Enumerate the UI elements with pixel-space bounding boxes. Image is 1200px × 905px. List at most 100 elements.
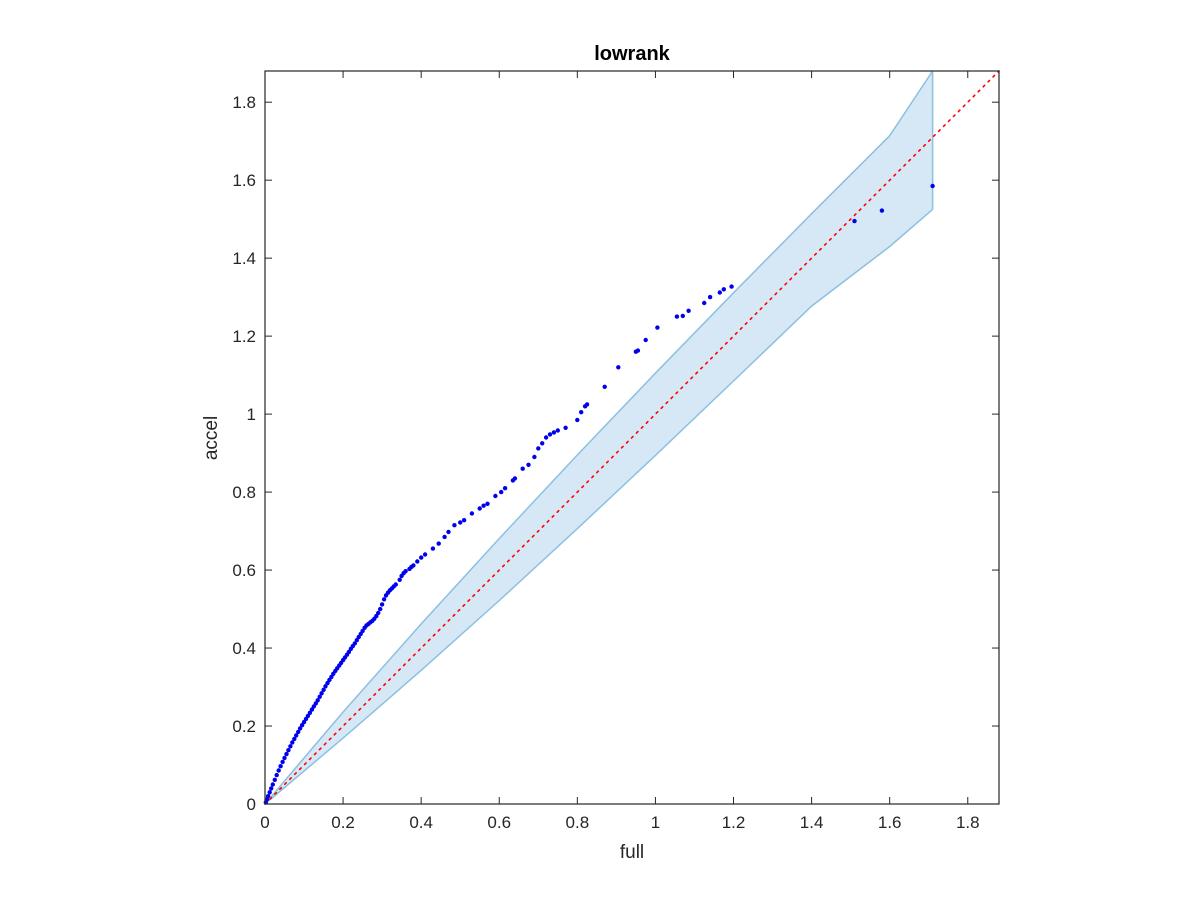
data-point [270,782,275,787]
chart-title: lowrank [594,43,670,65]
data-point [393,582,398,587]
data-point [442,534,447,540]
x-tick-label: 1.2 [722,813,746,832]
data-point [543,435,549,440]
data-point [540,441,545,446]
data-point [288,744,293,749]
data-point [547,432,553,437]
y-tick-label: 0 [247,795,256,814]
data-point [458,520,463,525]
confidence-band-fill [265,71,933,804]
x-tick-label: 1.8 [956,813,980,832]
data-point [551,430,557,435]
data-point [315,698,320,703]
data-point [485,501,490,506]
data-point [430,546,436,551]
data-point [284,751,289,757]
data-point [461,518,467,523]
data-point [272,777,277,782]
data-point [282,755,287,761]
data-point [269,786,274,791]
data-point [379,602,385,607]
data-point [520,466,525,471]
data-point [267,790,272,795]
data-point [397,577,402,582]
data-point [276,768,281,773]
data-point [278,764,283,769]
confidence-band-layer [264,70,934,805]
x-tick-label: 1.6 [878,813,902,832]
confidence-band-upper-edge [264,70,934,805]
axes-layer [264,70,1000,805]
data-point [493,493,498,499]
x-tick-label: 0.2 [331,813,355,832]
data-point [294,733,299,738]
data-point [579,410,584,415]
data-point [321,687,326,692]
data-point [376,610,381,616]
data-point [536,446,541,451]
data-point [352,641,357,646]
y-tick-label: 1.2 [232,327,256,346]
y-tick-label: 1.6 [232,171,256,190]
y-tick-label: 0.2 [232,717,256,736]
x-tick-label: 0.4 [409,813,433,832]
data-point [707,294,713,300]
confidence-band-lower-edge [264,208,934,805]
data-point [680,313,685,319]
data-point [584,402,590,407]
data-point [403,569,408,574]
x-tick-label: 1.4 [800,813,824,832]
x-axis-label: full [620,842,644,863]
data-point [526,462,531,467]
data-point [852,218,857,224]
data-point [655,325,660,330]
data-point [286,748,291,753]
data-point [274,772,279,778]
data-point [512,476,518,481]
data-point [717,290,722,295]
data-point [419,555,424,560]
data-point [721,287,726,292]
x-tick-label: 1 [651,813,660,832]
data-point [635,348,641,353]
x-tick-label: 0 [260,813,269,832]
data-point [879,208,885,213]
ticks-layer: 0 0.2 0.4 0.6 0.8 1 1.2 1.4 1.6 1.8 0 0.2 0.4 0.6 0.8 1… [232,71,999,832]
data-point [436,541,441,546]
data-point [532,454,537,460]
data-point [602,384,607,389]
data-point [422,552,428,557]
data-point [643,337,648,343]
data-point [930,183,935,189]
x-tick-label: 0.8 [566,813,590,832]
plot-frame [264,70,1000,805]
x-tick-label: 0.6 [487,813,511,832]
data-point [702,300,707,306]
reference-line-layer [264,70,1000,805]
y-tick-label: 1 [247,405,256,424]
data-point [297,726,303,731]
data-point [296,729,301,735]
data-point [317,694,322,699]
y-tick-label: 0.4 [232,639,256,658]
data-point [555,428,560,433]
data-point [292,736,297,742]
data-point [469,511,475,516]
reference-line [264,70,1000,805]
data-point [481,503,486,508]
data-points-layer [263,183,935,805]
data-point [563,425,568,430]
data-point [323,684,328,689]
data-point [446,529,451,535]
data-point [502,486,508,491]
data-point [674,314,680,319]
data-point [729,284,734,289]
data-point [686,308,691,313]
data-point [411,563,416,568]
data-point [415,559,420,564]
data-point [616,365,621,370]
y-tick-label: 1.4 [232,249,256,268]
